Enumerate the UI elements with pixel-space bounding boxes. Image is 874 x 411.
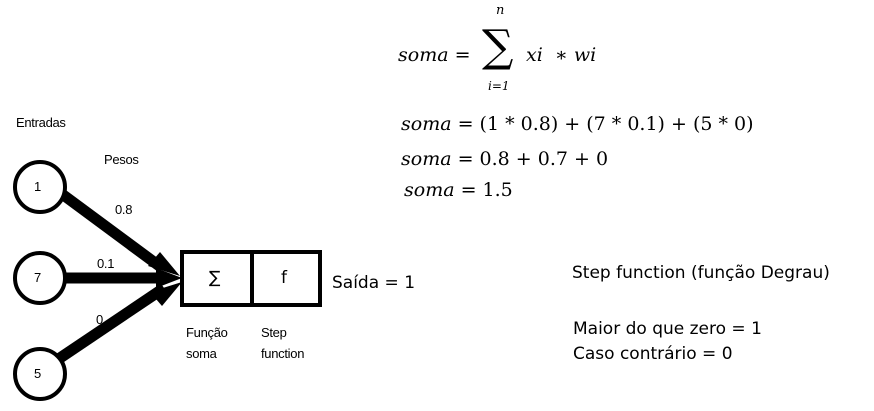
arrowhead-1 (148, 252, 180, 276)
sum-caption-line1: Função (186, 325, 228, 340)
arrowhead-2 (156, 268, 182, 288)
edge-input-3 (56, 283, 168, 363)
input-node-2 (13, 251, 67, 305)
formula-term: xi ∗ wi (526, 44, 597, 66)
arrowhead-3 (150, 282, 182, 306)
line2-rhs: = (1 * 0.8) + (7 * 0.1) + (5 * 0) (457, 113, 754, 135)
activation-symbol: f (281, 268, 287, 288)
input-value-3: 5 (34, 366, 42, 381)
weight-1: 0.8 (115, 202, 133, 217)
weight-2: 0.1 (97, 256, 115, 271)
line4-rhs: = 1.5 (460, 179, 513, 201)
sum-caption: Função soma (186, 322, 228, 364)
formula-line-4: soma = 1.5 (404, 179, 513, 201)
output-label: Saída = 1 (332, 273, 416, 293)
sum-box (180, 250, 254, 307)
input-value-2: 7 (34, 270, 42, 285)
input-node-1 (13, 160, 67, 214)
sigma-symbol: ∑ (482, 21, 514, 72)
sum-caption-line2: soma (186, 346, 217, 361)
line2-soma: soma (401, 113, 452, 135)
edge-input-1 (58, 189, 166, 273)
sigma-lower: i=1 (488, 79, 510, 93)
formula-equals: = (454, 44, 471, 66)
inputs-label: Entradas (16, 115, 66, 130)
step-rule-2: Caso contrário = 0 (573, 344, 733, 364)
line4-soma: soma (404, 179, 455, 201)
input-node-3 (13, 347, 67, 401)
line3-soma: soma (401, 148, 452, 170)
sigma-upper: n (496, 3, 505, 18)
step-rule-1: Maior do que zero = 1 (573, 319, 762, 339)
step-caption-line2: function (261, 346, 305, 361)
weight-3: 0 (96, 312, 103, 327)
sum-symbol: ∑ (209, 268, 221, 288)
weights-label: Pesos (104, 152, 139, 167)
formula-line-3: soma = 0.8 + 0.7 + 0 (401, 148, 608, 170)
formula-soma: soma (398, 44, 449, 66)
input-value-1: 1 (34, 179, 42, 194)
formula-lhs: soma = (398, 44, 471, 66)
formula-line-2: soma = (1 * 0.8) + (7 * 0.1) + (5 * 0) (401, 113, 754, 135)
line3-rhs: = 0.8 + 0.7 + 0 (457, 148, 609, 170)
activation-box (250, 250, 322, 307)
step-function-title: Step function (função Degrau) (572, 263, 830, 283)
step-caption: Step function (261, 322, 304, 364)
step-caption-line1: Step (261, 325, 287, 340)
